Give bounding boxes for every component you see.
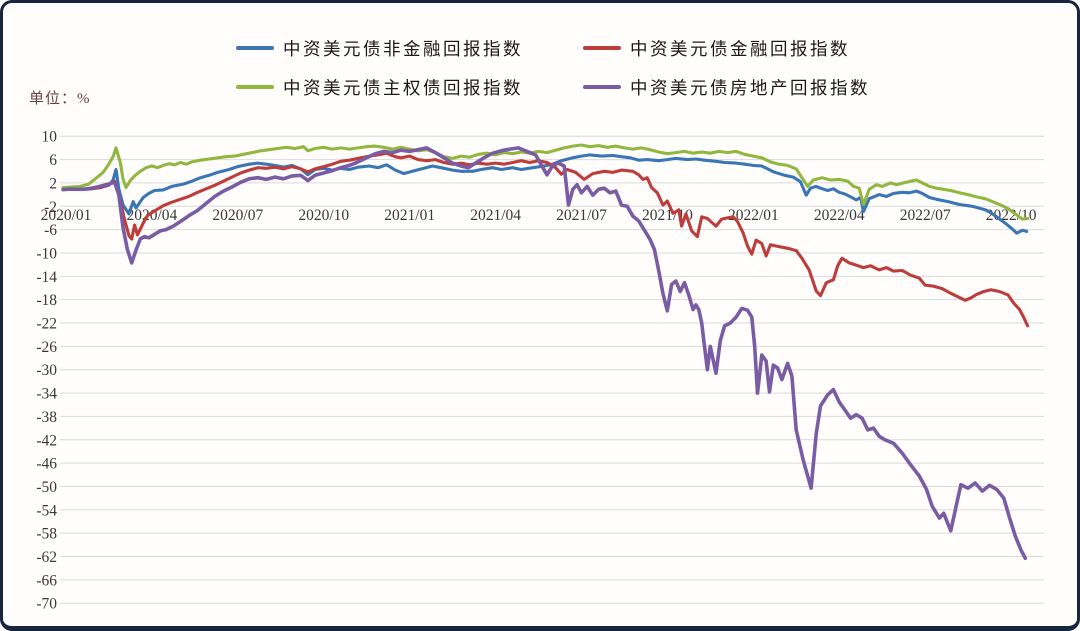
y-tick-label: -22	[36, 316, 57, 333]
y-tick-label: -34	[36, 386, 57, 403]
legend-item-2: 中资美元债金融回报指数	[583, 33, 870, 63]
y-tick-label: -42	[36, 432, 57, 449]
y-tick-label: -66	[36, 572, 57, 589]
series-line-3	[61, 143, 1030, 221]
legend-label: 中资美元债房地产回报指数	[630, 77, 870, 98]
y-tick-label: -58	[36, 526, 57, 543]
y-tick-label: -26	[36, 339, 57, 356]
y-tick-label: -62	[36, 549, 57, 566]
y-tick-label: -54	[36, 502, 57, 519]
legend-item-4: 中资美元债房地产回报指数	[583, 72, 870, 102]
legend-swatch-icon	[583, 84, 621, 90]
x-tick-label: 2022/01	[728, 207, 779, 224]
y-tick-label: -18	[36, 292, 57, 309]
legend: 中资美元债非金融回报指数 中资美元债金融回报指数中资美元债主权债回报指数 中资美元债…	[236, 33, 870, 102]
y-tick-label: -6	[44, 222, 57, 239]
x-tick-label: 2021/07	[556, 207, 607, 224]
legend-swatch-icon	[236, 84, 274, 90]
legend-swatch-icon	[236, 45, 274, 51]
legend-label: 中资美元债主权债回报指数	[283, 77, 523, 98]
y-tick-label: -30	[36, 362, 57, 379]
y-tick-label: -46	[36, 456, 57, 473]
line-chart: 10 6 2 -2 -6 -10 -14 -18 -22 -26 -30 -34 -38 -42 -46 -5…	[36, 129, 1044, 613]
legend-label: 中资美元债金融回报指数	[630, 38, 850, 59]
x-tick-label: 2020/04	[127, 207, 178, 224]
y-tick-label: -50	[36, 479, 57, 496]
unit-label: 单位：%	[29, 91, 91, 107]
series-line-2	[61, 151, 1030, 328]
series-line-4	[61, 146, 1028, 561]
y-tick-label: -14	[36, 269, 57, 286]
legend-item-3: 中资美元债主权债回报指数	[236, 72, 583, 102]
x-tick-label: 2020/01	[41, 207, 92, 224]
x-tick-label: 2022/07	[900, 207, 951, 224]
x-tick-label: 2020/07	[212, 207, 263, 224]
y-tick-label: -10	[36, 245, 57, 262]
y-tick-label: 10	[42, 129, 58, 146]
series-line-1	[61, 153, 1029, 235]
legend-item-1: 中资美元债非金融回报指数	[236, 33, 583, 63]
y-tick-label: 6	[49, 152, 57, 169]
x-tick-label: 2020/10	[298, 207, 349, 224]
x-tick-label: 2021/01	[384, 207, 435, 224]
y-tick-label: -70	[36, 596, 57, 613]
y-tick-label: -38	[36, 409, 57, 426]
x-tick-label: 2022/04	[814, 207, 865, 224]
legend-label: 中资美元债非金融回报指数	[283, 38, 523, 59]
y-tick-label: -2	[44, 199, 57, 216]
y-tick-label: 2	[49, 175, 57, 192]
x-tick-label: 2021/04	[470, 207, 521, 224]
legend-swatch-icon	[583, 45, 621, 51]
